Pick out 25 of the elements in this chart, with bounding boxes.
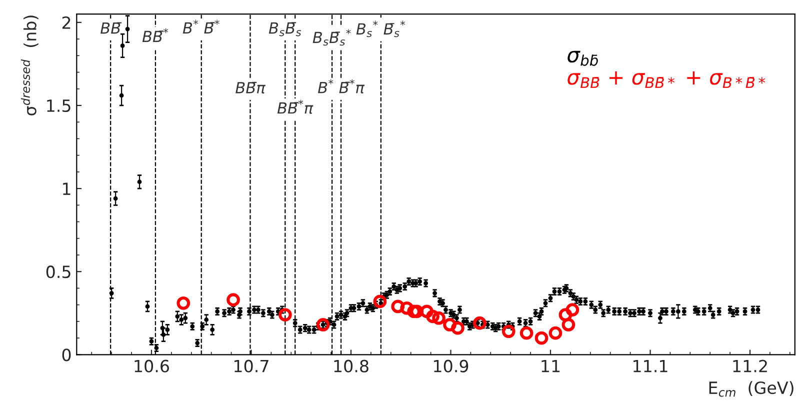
- x-tick-label: 11.2: [733, 360, 767, 372]
- ref-line-label: BB̄$^{*}$: [142, 28, 168, 42]
- ref-line-label: B$^{*}$ B̄$^{*}$: [182, 20, 220, 34]
- text: σ$_{bb̄}$: [568, 50, 598, 66]
- y-tick-label: 1: [63, 182, 70, 195]
- ref-line-label: BB̄: [100, 22, 122, 34]
- y-tick-label: 0.5: [46, 266, 70, 278]
- ref-line-label: BB̄π: [236, 82, 266, 94]
- text: σ$_{BB̄}$ + σ$_{BB̄*}$ + σ$_{B*B̄*}$: [568, 71, 766, 88]
- x-tick-label: 10.9: [434, 360, 468, 372]
- ref-line-label: B$_{s}$$^{*}$ B̄$_{s}$$^{*}$: [356, 20, 406, 38]
- x-axis-title: E$_{cm}$ (GeV): [709, 381, 794, 397]
- x-tick-label: 10.8: [334, 360, 368, 372]
- y-axis-title: σ$^{dressed}$ (nb): [20, 16, 38, 116]
- ref-line-label: B$_{s}$B̄$_{s}$$^{*}$: [312, 29, 351, 46]
- x-tick-label: 10.6: [134, 360, 169, 372]
- x-tick-label: 11.1: [634, 360, 668, 372]
- x-tick-label: 11: [542, 360, 560, 372]
- ref-line-label: BB̄$^{*}$π: [277, 100, 314, 114]
- y-tick-label: 0: [62, 348, 71, 362]
- ref-line-label: B$^{*}$ B̄$^{*}$π: [318, 79, 365, 94]
- y-tick-label: 2: [62, 16, 70, 29]
- y-tick-label: 1.5: [47, 100, 70, 112]
- ref-line-label: B$_{s}$B̄$_{s}$: [268, 22, 302, 36]
- x-tick-label: 10.7: [234, 360, 268, 372]
